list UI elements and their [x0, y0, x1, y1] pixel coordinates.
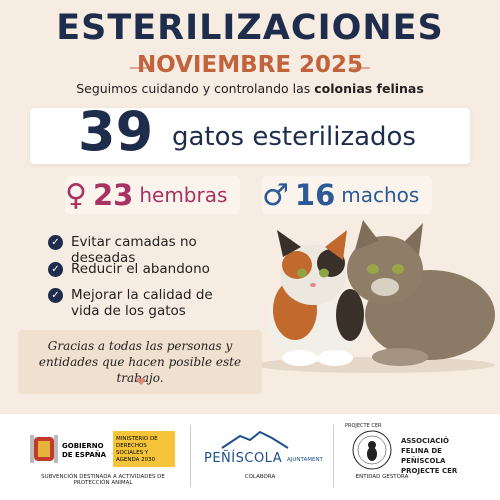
- benefit: ✓ Mejorar la calidad de vida de los gatos: [48, 287, 238, 319]
- town-logo: [221, 430, 289, 449]
- divider: [333, 425, 334, 487]
- subtitle: NOVIEMBRE 2025: [136, 52, 364, 78]
- town-role: COLABORA: [244, 474, 276, 480]
- gov-crest: [30, 435, 58, 463]
- male-label: machos: [341, 183, 420, 207]
- gov-note: SUBVENCIÓN DESTINADA A ACTIVIDADES DE PR…: [41, 474, 165, 486]
- assoc-ring: PROJECTE CER: [345, 423, 382, 429]
- title: ESTERILIZACIONES: [56, 8, 444, 48]
- cats-illustration: [255, 220, 495, 373]
- town-sub: AJUNTAMENT: [287, 457, 323, 463]
- assoc-logo: [352, 430, 392, 470]
- benefit-text: Evitar camadas no deseadas: [71, 234, 197, 266]
- town-name: PEÑÍSCOLA: [204, 451, 283, 466]
- heart: [136, 377, 146, 385]
- male-number: 16: [294, 178, 336, 212]
- female-symbol: ♀: [65, 177, 87, 213]
- divider: [190, 425, 191, 487]
- subtitle-rules: [130, 67, 370, 69]
- benefit-text: Mejorar la calidad de vida de los gatos: [71, 287, 213, 319]
- tagline-text: Seguimos cuidando y controlando las: [76, 81, 311, 96]
- assoc-role: ENTIDAD GESTORA: [355, 474, 409, 480]
- male-count: ♂ 16 machos: [262, 176, 432, 214]
- female-number: 23: [92, 178, 134, 212]
- benefit: ✓ Reducir el abandono: [48, 261, 258, 277]
- benefit: ✓ Evitar camadas no deseadas: [48, 234, 258, 266]
- benefit-text: Reducir el abandono: [71, 261, 210, 277]
- total-band: [30, 108, 470, 164]
- female-label: hembras: [139, 183, 228, 207]
- total-number: 39: [78, 100, 154, 163]
- tagline-bold: colonias felinas: [314, 81, 424, 96]
- tagline: Seguimos cuidando y controlando las colo…: [0, 81, 500, 96]
- female-count: ♀ 23 hembras: [65, 176, 240, 214]
- total-label: gatos esterilizados: [172, 122, 416, 152]
- footer: [0, 414, 500, 500]
- ministry: MINISTERIO DE DERECHOS SOCIALES Y AGENDA…: [113, 431, 175, 467]
- male-symbol: ♂: [262, 177, 289, 213]
- assoc-name: ASSOCIACIÓ FELINA DE PEÑÍSCOLA PROJECTE …: [401, 437, 458, 475]
- gov-name: GOBIERNO DE ESPAÑA: [62, 442, 107, 459]
